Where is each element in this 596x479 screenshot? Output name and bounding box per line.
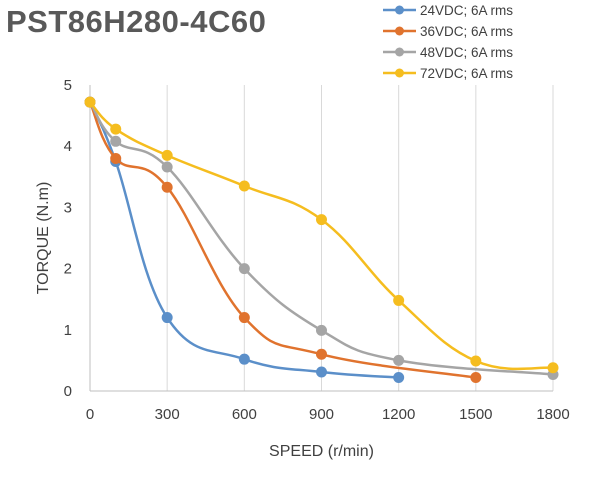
series-lines [84, 96, 559, 384]
x-tick-label: 900 [309, 406, 334, 423]
x-tick-label: 0 [86, 406, 94, 423]
legend-label: 36VDC; 6A rms [420, 24, 513, 39]
x-axis-label: SPEED (r/min) [269, 443, 374, 460]
legend-label: 24VDC; 6A rms [420, 3, 513, 18]
data-point [110, 135, 122, 147]
legend: 24VDC; 6A rms 36VDC; 6A rms 48VDC; 6A rms 7… [383, 3, 513, 81]
data-point [238, 180, 250, 192]
y-axis-label: TORQUE (N.m) [35, 182, 52, 295]
tick-labels: 0 300 600 900 1200 1500 1800 0 1 2 3 4 5 [64, 77, 570, 423]
legend-item: 36VDC; 6A rms [383, 24, 513, 39]
data-point [470, 355, 482, 367]
legend-marker [395, 5, 404, 15]
x-tick-label: 1800 [536, 406, 569, 423]
data-point [393, 294, 405, 306]
data-point [316, 214, 327, 226]
legend-marker [395, 68, 404, 78]
data-point [393, 354, 405, 366]
legend-marker [395, 26, 404, 36]
data-point [161, 181, 173, 193]
y-tick-label: 1 [64, 322, 72, 339]
series-line [88, 101, 477, 379]
axes [89, 85, 553, 392]
gridlines [166, 85, 554, 391]
data-point [393, 372, 405, 384]
chart-title: PST86H280-4C60 [6, 4, 267, 39]
data-point [316, 348, 327, 360]
data-point [316, 324, 327, 336]
x-tick-label: 600 [232, 406, 257, 423]
y-tick-label: 0 [64, 383, 72, 400]
y-tick-label: 3 [64, 199, 72, 216]
legend-marker [395, 47, 404, 57]
legend-label: 72VDC; 6A rms [420, 66, 513, 81]
data-point [110, 123, 122, 135]
data-point [238, 263, 250, 275]
data-point [84, 96, 96, 108]
data-point [316, 366, 327, 378]
data-point [161, 161, 173, 173]
data-point [110, 152, 122, 164]
y-tick-label: 2 [64, 261, 72, 278]
legend-item: 72VDC; 6A rms [383, 66, 513, 81]
x-tick-label: 1200 [382, 406, 415, 423]
series-line [88, 101, 554, 376]
x-tick-label: 1500 [459, 406, 492, 423]
legend-item: 48VDC; 6A rms [383, 45, 513, 60]
series-3 [84, 96, 559, 374]
data-point [470, 372, 482, 384]
data-point [161, 149, 173, 161]
y-tick-label: 5 [64, 77, 72, 94]
data-point [547, 362, 559, 374]
data-point [161, 312, 173, 324]
x-tick-label: 300 [155, 406, 180, 423]
data-point [238, 353, 250, 365]
y-tick-label: 4 [64, 138, 72, 155]
legend-item: 24VDC; 6A rms [383, 3, 513, 18]
data-point [238, 312, 250, 324]
series-1 [84, 96, 482, 384]
legend-label: 48VDC; 6A rms [420, 45, 513, 60]
